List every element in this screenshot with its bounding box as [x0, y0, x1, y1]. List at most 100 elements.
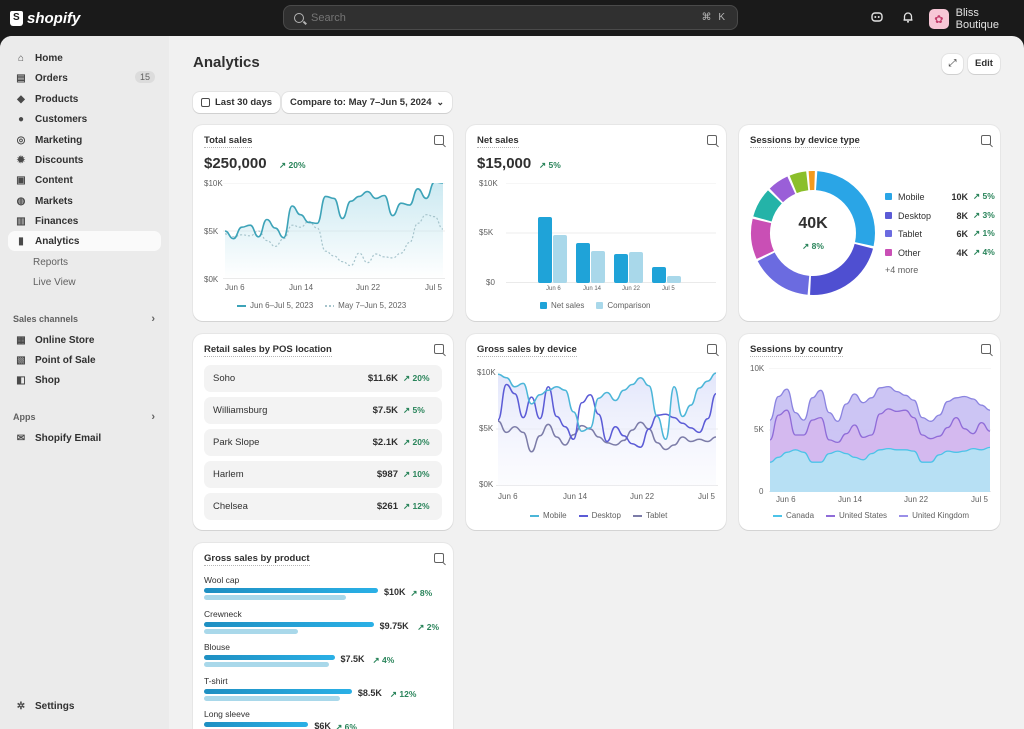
device-row-tablet[interactable]: Tablet 6K ↗ 1%: [885, 228, 995, 239]
date-range-button[interactable]: Last 30 days: [193, 92, 281, 113]
search-bar[interactable]: ⌘ K: [283, 5, 738, 30]
legend-item[interactable]: Desktop: [578, 511, 621, 520]
product-bar-current[interactable]: [204, 655, 335, 660]
pos-row-park-slope[interactable]: Park Slope $2.1K ↗ 20%: [204, 429, 442, 456]
device-row-mobile[interactable]: Mobile 10K ↗ 5%: [885, 191, 995, 202]
device-row-other[interactable]: Other 4K ↗ 4%: [885, 247, 995, 258]
sidebar-item-content[interactable]: ▣ Content: [8, 170, 161, 190]
sales-channels-heading[interactable]: Sales channels ›: [13, 313, 155, 325]
compare-button[interactable]: Compare to: May 7–Jun 5, 2024 ⌄: [282, 92, 453, 113]
legend-item[interactable]: May 7–Jun 5, 2023: [325, 301, 406, 310]
sidebar-item-settings[interactable]: ✲ Settings: [8, 696, 161, 716]
more-devices-link[interactable]: +4 more: [885, 265, 919, 275]
sidebar-item-products[interactable]: ◆ Products: [8, 89, 161, 109]
pos-sales-card[interactable]: Retail sales by POS location Soho $11.6K…: [193, 334, 453, 530]
pos-row-chelsea[interactable]: Chelsea $261 ↗ 12%: [204, 493, 442, 520]
pos-row-williamsburg[interactable]: Williamsburg $7.5K ↗ 5%: [204, 397, 442, 424]
bell-icon[interactable]: [901, 10, 915, 24]
explore-icon[interactable]: [434, 553, 444, 563]
sidebar-item-label: Shop: [35, 374, 60, 386]
sidebar-item-reports[interactable]: Reports: [33, 257, 69, 268]
card-title[interactable]: Net sales: [477, 135, 519, 148]
product-bar-current[interactable]: [204, 588, 378, 593]
series-line-canada: [769, 446, 991, 463]
series-line-current: [224, 183, 443, 240]
sidebar-item-customers[interactable]: ● Customers: [8, 109, 161, 129]
sessions-country-card[interactable]: Sessions by country 10K 5K 0 Jun 6 Jun 1…: [739, 334, 1000, 530]
net-sales-card[interactable]: Net sales $15,000 ↗ 5% $10K $5K $0 Jun 6…: [466, 125, 726, 321]
pos-row-soho[interactable]: Soho $11.6K ↗ 20%: [204, 365, 442, 392]
legend-item[interactable]: Jun 6–Jul 5, 2023: [237, 301, 313, 310]
sidebar-item-live-view[interactable]: Live View: [33, 277, 76, 288]
legend-item[interactable]: Comparison: [596, 301, 651, 310]
gross-product-card[interactable]: Gross sales by product Wool cap $10K ↗ 8% C…: [193, 543, 453, 729]
sidebar-item-shop[interactable]: ◧ Shop: [8, 370, 161, 390]
legend-item[interactable]: Canada: [773, 511, 814, 520]
fullscreen-button[interactable]: ⤢: [942, 54, 963, 74]
delta-badge: ↗ 1%: [973, 228, 995, 238]
store-switcher[interactable]: ✿ Bliss Boutique: [929, 7, 1024, 31]
legend-item[interactable]: United Kingdom: [899, 511, 969, 520]
series-line-mobile: [497, 372, 717, 441]
product-bar-current[interactable]: [204, 722, 309, 727]
card-title[interactable]: Sessions by country: [750, 344, 843, 357]
legend-item[interactable]: Tablet: [632, 511, 667, 520]
card-title[interactable]: Total sales: [204, 135, 253, 148]
product-bar-current[interactable]: [204, 688, 352, 694]
explore-icon[interactable]: [434, 135, 444, 145]
card-title[interactable]: Retail sales by POS location: [204, 344, 332, 357]
product-bar-previous[interactable]: [204, 628, 298, 634]
device-label: Tablet: [898, 228, 923, 239]
device-row-desktop[interactable]: Desktop 8K ↗ 3%: [885, 210, 995, 221]
sidebar-item-label: Point of Sale: [35, 354, 96, 366]
legend-item[interactable]: Mobile: [530, 511, 567, 520]
explore-icon[interactable]: [981, 135, 991, 145]
sidebar-item-markets[interactable]: ◍ Markets: [8, 191, 161, 211]
x-tick: Jun 6: [225, 283, 245, 292]
donut-slice: [808, 171, 815, 191]
sidebar-item-finances[interactable]: ▥ Finances: [8, 211, 161, 231]
sidekick-icon[interactable]: [870, 10, 884, 24]
pos-value: $987: [376, 469, 398, 480]
sidebar-item-analytics[interactable]: ▮ Analytics: [8, 231, 161, 251]
store-icon: ▦: [16, 334, 26, 346]
product-bar-current[interactable]: [204, 621, 374, 627]
sidebar-item-orders[interactable]: ▤ Orders 15: [8, 68, 161, 88]
sidebar-item-point-of-sale[interactable]: ▧ Point of Sale: [8, 350, 161, 370]
delta-badge: ↗ 5%: [403, 405, 425, 415]
product-bar-previous[interactable]: [204, 695, 340, 701]
pos-row-harlem[interactable]: Harlem $987 ↗ 10%: [204, 461, 442, 488]
product-bar-previous[interactable]: [204, 595, 347, 600]
area-canada: [770, 447, 990, 492]
sidebar-item-discounts[interactable]: ✹ Discounts: [8, 150, 161, 170]
product-bar-previous[interactable]: [204, 662, 329, 667]
product-label: T-shirt: [204, 675, 228, 686]
sidebar-item-shopify-email[interactable]: ✉ Shopify Email: [8, 428, 161, 448]
delta-badge: ↗ 3%: [973, 210, 995, 220]
explore-icon[interactable]: [707, 344, 717, 354]
sidebar-item-label: Shopify Email: [35, 432, 102, 444]
gross-device-card[interactable]: Gross sales by device $10K $5K $0K Jun 6…: [466, 334, 726, 530]
delta-badge: ↗ 6%: [335, 722, 357, 729]
shopify-logo[interactable]: shopify: [10, 10, 80, 27]
edit-button[interactable]: Edit: [968, 54, 1000, 74]
legend-item[interactable]: Net sales: [540, 301, 584, 310]
card-title[interactable]: Gross sales by device: [477, 344, 577, 357]
sidebar-item-online-store[interactable]: ▦ Online Store: [8, 330, 161, 350]
delta-badge: ↗ 20%: [403, 373, 430, 383]
card-title[interactable]: Sessions by device type: [750, 135, 860, 148]
chart-legend: Jun 6–Jul 5, 2023 May 7–Jun 5, 2023: [237, 301, 406, 310]
chart-legend: Net sales Comparison: [540, 301, 651, 310]
sidebar-item-marketing[interactable]: ◎ Marketing: [8, 130, 161, 150]
total-sales-card[interactable]: Total sales $250,000 ↗ 20% $10K $5K $0K …: [193, 125, 453, 321]
legend-item[interactable]: United States: [826, 511, 887, 520]
explore-icon[interactable]: [434, 344, 444, 354]
target-icon: ◎: [16, 134, 26, 146]
card-title[interactable]: Gross sales by product: [204, 553, 310, 566]
explore-icon[interactable]: [981, 344, 991, 354]
apps-heading[interactable]: Apps ›: [13, 411, 155, 423]
sidebar-item-home[interactable]: ⌂ Home: [8, 48, 161, 68]
search-input[interactable]: [311, 11, 702, 24]
explore-icon[interactable]: [707, 135, 717, 145]
sessions-device-card[interactable]: Sessions by device type 40K ↗ 8% Mobile …: [739, 125, 1000, 321]
